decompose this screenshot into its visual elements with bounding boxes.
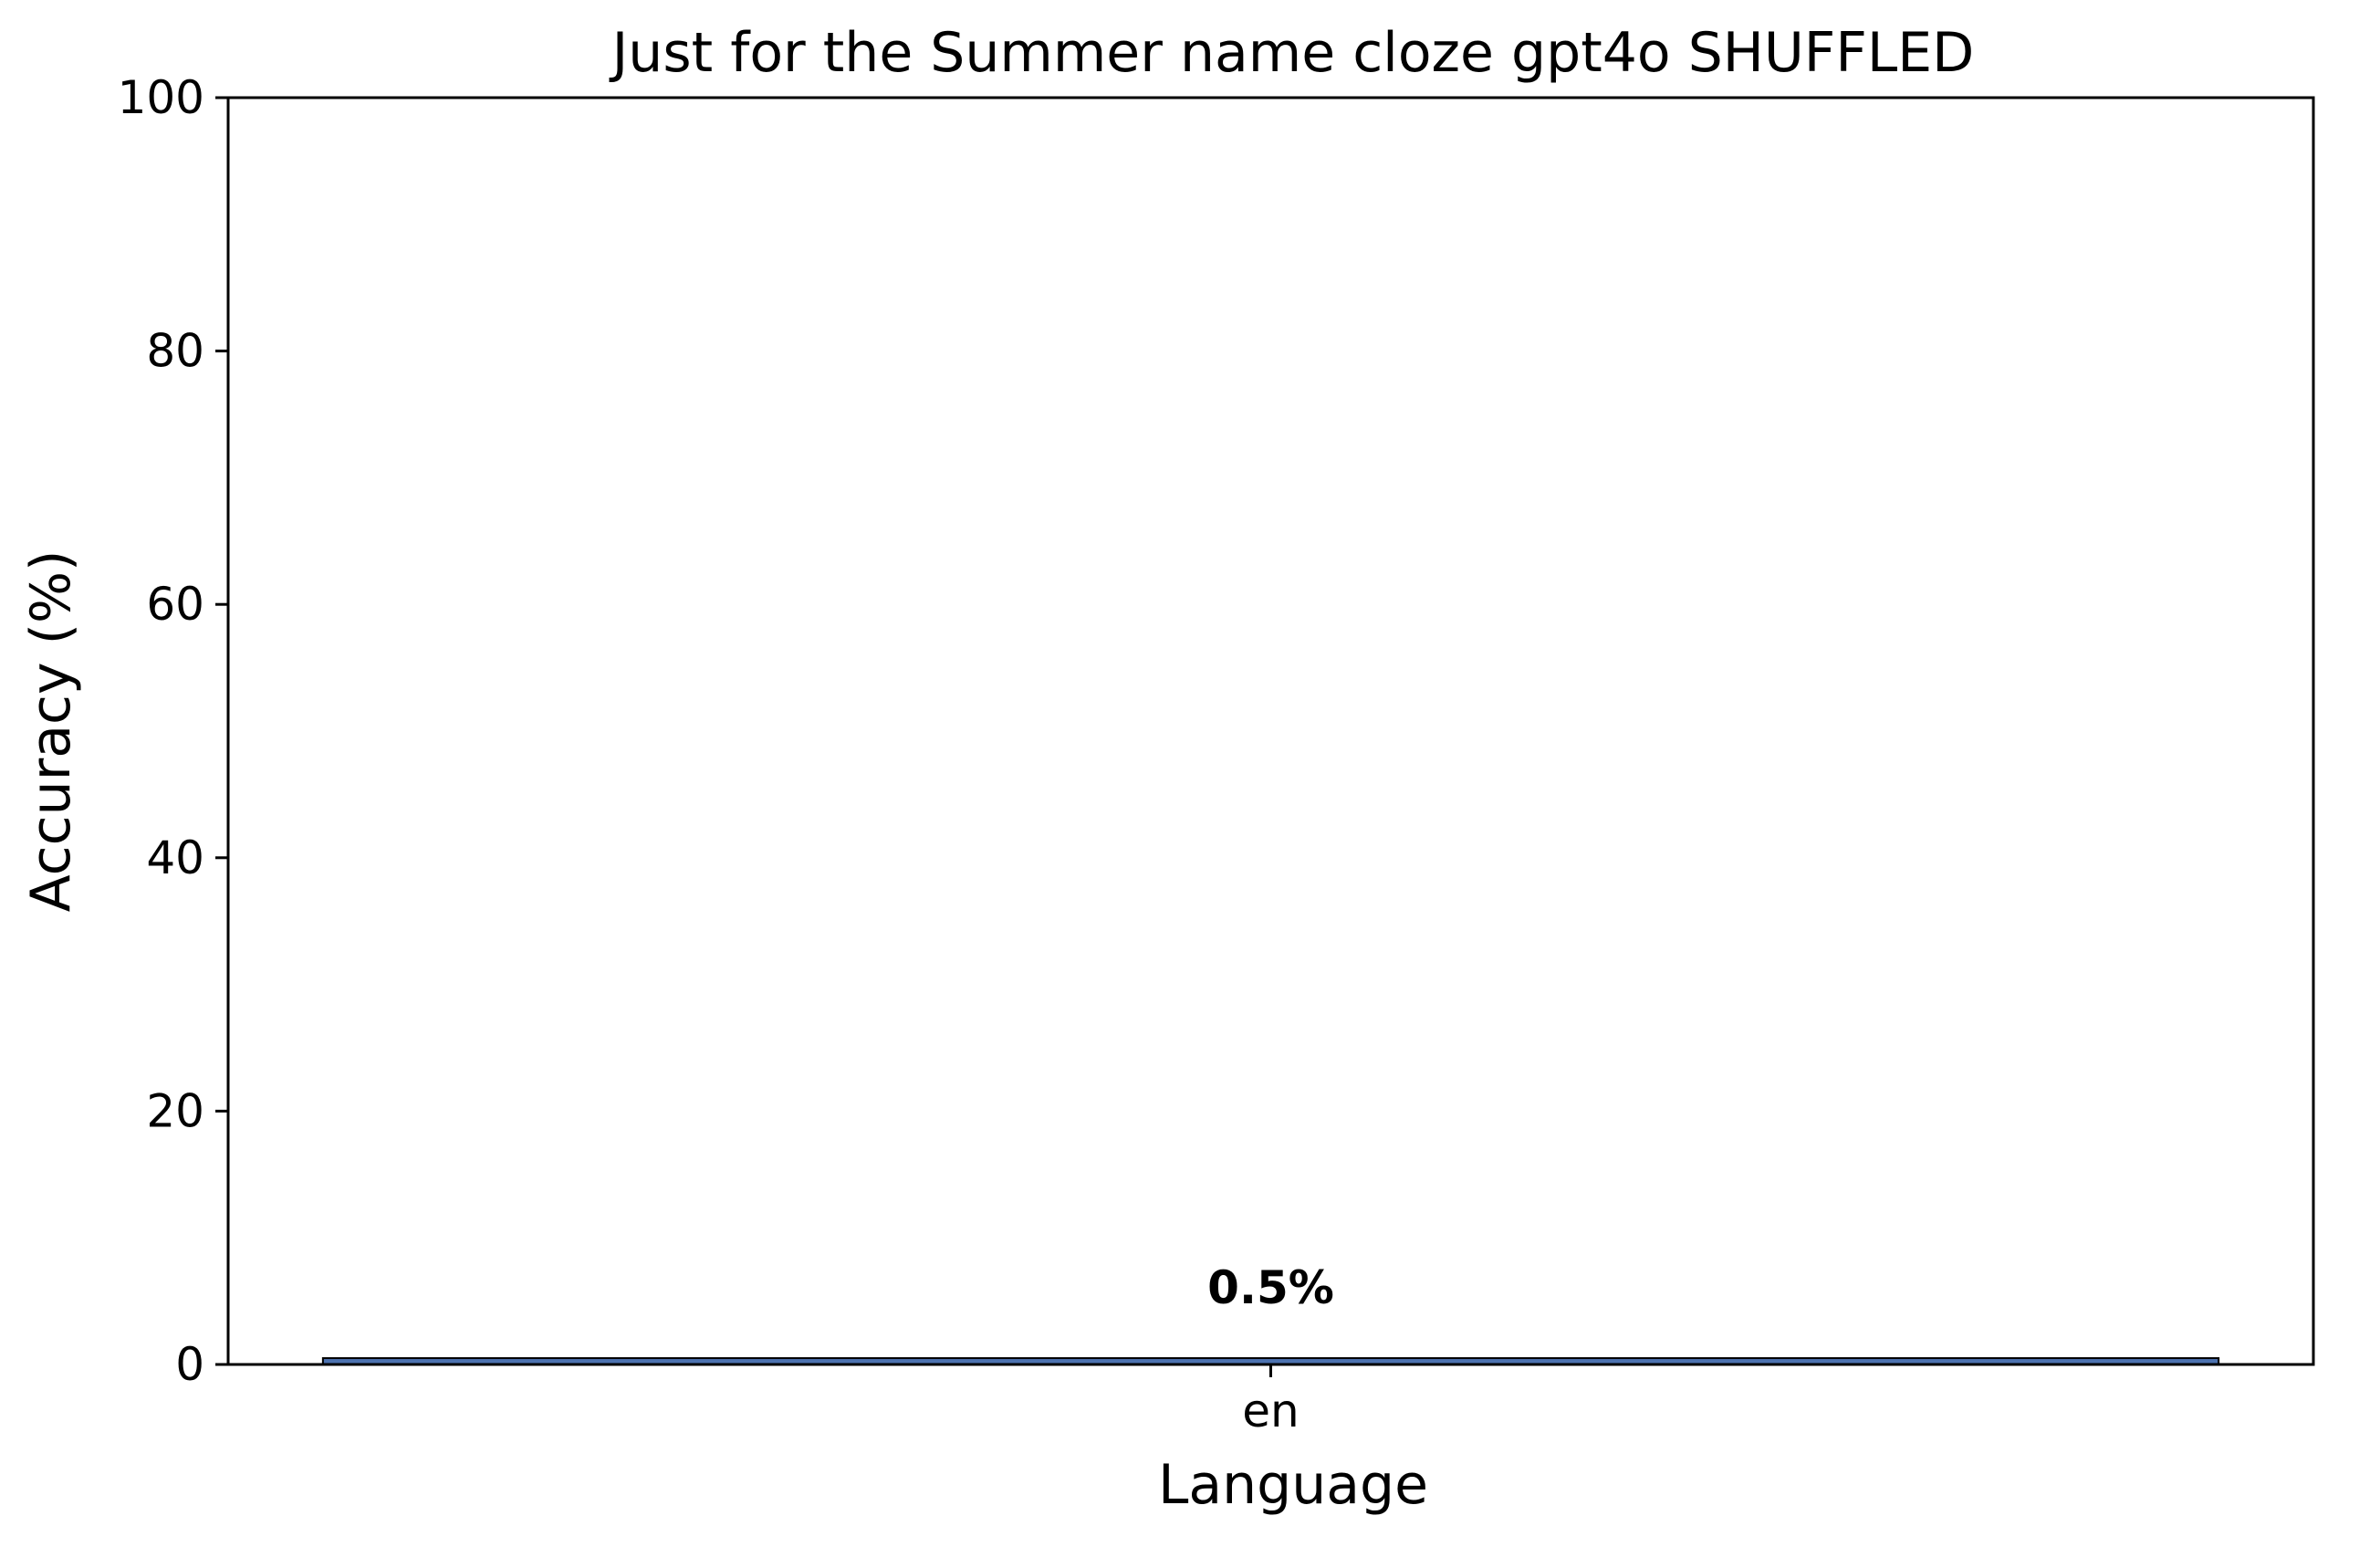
x-axis-label: Language — [1158, 1453, 1428, 1517]
y-tick-label-60: 60 — [146, 578, 204, 631]
y-tick-label-40: 40 — [146, 831, 204, 884]
y-tick-label-0: 0 — [175, 1338, 204, 1391]
chart-title: Just for the Summer name cloze gpt4o SHU… — [609, 21, 1975, 85]
data-labels: 0.5% — [1207, 1261, 1334, 1314]
y-axis-label: Accuracy (%) — [19, 550, 83, 913]
data-label-en: 0.5% — [1207, 1261, 1334, 1314]
x-axis: en — [1242, 1364, 1300, 1437]
y-tick-label-80: 80 — [146, 325, 204, 378]
y-tick-label-100: 100 — [118, 71, 204, 124]
y-axis: 0 20 40 60 80 100 — [118, 71, 228, 1391]
y-tick-label-20: 20 — [146, 1084, 204, 1137]
x-tick-label-en: en — [1242, 1385, 1299, 1437]
